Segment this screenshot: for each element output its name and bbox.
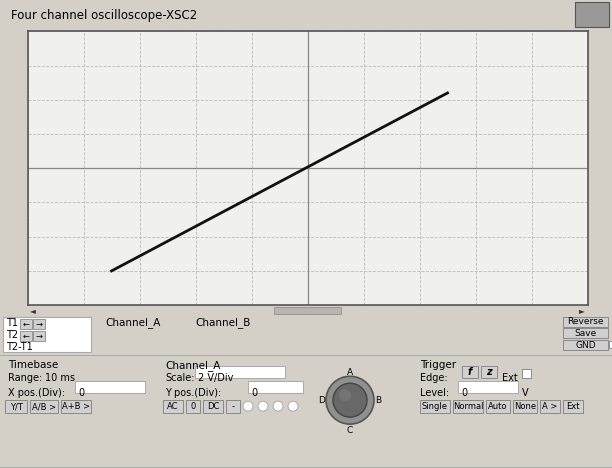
- Text: AC: AC: [167, 402, 179, 411]
- Circle shape: [258, 401, 268, 411]
- Text: ◄: ◄: [31, 306, 36, 315]
- Bar: [563, 340, 608, 351]
- Text: Timebase: Timebase: [8, 360, 58, 370]
- Text: Channel_A: Channel_A: [165, 360, 220, 371]
- Circle shape: [333, 383, 367, 417]
- Text: Edge:: Edge:: [420, 373, 447, 383]
- Text: →: →: [35, 320, 42, 329]
- Text: T2: T2: [6, 330, 18, 340]
- Text: A >: A >: [542, 402, 558, 411]
- Text: 0: 0: [251, 388, 257, 398]
- Text: →: →: [35, 332, 42, 341]
- Text: Channel_B: Channel_B: [195, 317, 250, 329]
- Circle shape: [326, 376, 374, 424]
- Bar: [33, 331, 45, 341]
- Bar: [3, 317, 91, 352]
- Bar: [186, 400, 200, 413]
- Text: D: D: [319, 396, 326, 405]
- Bar: [61, 400, 91, 413]
- Bar: [462, 366, 478, 378]
- Text: Y pos.(Div):: Y pos.(Div):: [165, 388, 222, 398]
- Bar: [420, 400, 450, 413]
- Text: 2 V/Div: 2 V/Div: [198, 373, 233, 383]
- Circle shape: [243, 401, 253, 411]
- Bar: [453, 400, 483, 413]
- Text: Level:: Level:: [420, 388, 449, 398]
- Text: Ext: Ext: [566, 402, 580, 411]
- Text: DC: DC: [207, 402, 219, 411]
- Text: ►: ►: [579, 306, 584, 315]
- Bar: [20, 331, 32, 341]
- Text: Save: Save: [575, 329, 597, 337]
- Bar: [563, 317, 608, 327]
- Bar: [195, 366, 285, 378]
- Bar: [522, 369, 531, 378]
- Bar: [33, 319, 45, 329]
- Text: 0: 0: [78, 388, 84, 398]
- Text: 0: 0: [190, 402, 196, 411]
- Bar: [203, 400, 223, 413]
- Bar: [226, 400, 240, 413]
- Text: None: None: [514, 402, 536, 411]
- Text: x: x: [588, 9, 595, 20]
- Text: A+B >: A+B >: [62, 402, 90, 411]
- Bar: [30, 400, 58, 413]
- Text: Trigger: Trigger: [420, 360, 456, 370]
- Text: Range:: Range:: [8, 373, 42, 383]
- Bar: [540, 400, 560, 413]
- Text: X pos.(Div):: X pos.(Div):: [8, 388, 65, 398]
- Text: T2-T1: T2-T1: [6, 342, 33, 352]
- Bar: [5, 400, 27, 413]
- Text: Normal: Normal: [453, 402, 483, 411]
- Circle shape: [288, 401, 298, 411]
- Bar: [513, 400, 537, 413]
- Text: -: -: [231, 402, 234, 411]
- Bar: [563, 328, 608, 338]
- Text: 10 ms: 10 ms: [45, 373, 75, 383]
- Text: B: B: [375, 396, 381, 405]
- Bar: [458, 381, 518, 393]
- Bar: [609, 341, 612, 348]
- Text: Ext: Ext: [502, 373, 518, 383]
- Text: V: V: [522, 388, 529, 398]
- Bar: [274, 307, 341, 314]
- Bar: [481, 366, 497, 378]
- Text: z: z: [486, 367, 492, 377]
- Text: A: A: [347, 368, 353, 377]
- Text: GND: GND: [575, 341, 596, 350]
- Text: ←: ←: [23, 320, 29, 329]
- Bar: [248, 381, 303, 393]
- Text: Four channel oscilloscope-XSC2: Four channel oscilloscope-XSC2: [11, 9, 197, 22]
- Bar: [486, 400, 510, 413]
- Bar: [563, 400, 583, 413]
- Text: Auto: Auto: [488, 402, 508, 411]
- Bar: [163, 400, 183, 413]
- Text: Single: Single: [422, 402, 448, 411]
- Bar: [20, 319, 32, 329]
- Text: Channel_A: Channel_A: [105, 317, 160, 329]
- Text: Y/T: Y/T: [10, 402, 23, 411]
- Text: ←: ←: [23, 332, 29, 341]
- Text: T1: T1: [6, 318, 18, 328]
- Text: Reverse: Reverse: [567, 317, 604, 327]
- Text: A/B >: A/B >: [32, 402, 56, 411]
- Bar: [575, 2, 609, 27]
- Circle shape: [273, 401, 283, 411]
- Circle shape: [339, 389, 351, 401]
- Text: 0: 0: [461, 388, 467, 398]
- Text: Scale:: Scale:: [165, 373, 195, 383]
- Text: f: f: [468, 367, 472, 377]
- Bar: [75, 381, 145, 393]
- Text: C: C: [347, 425, 353, 435]
